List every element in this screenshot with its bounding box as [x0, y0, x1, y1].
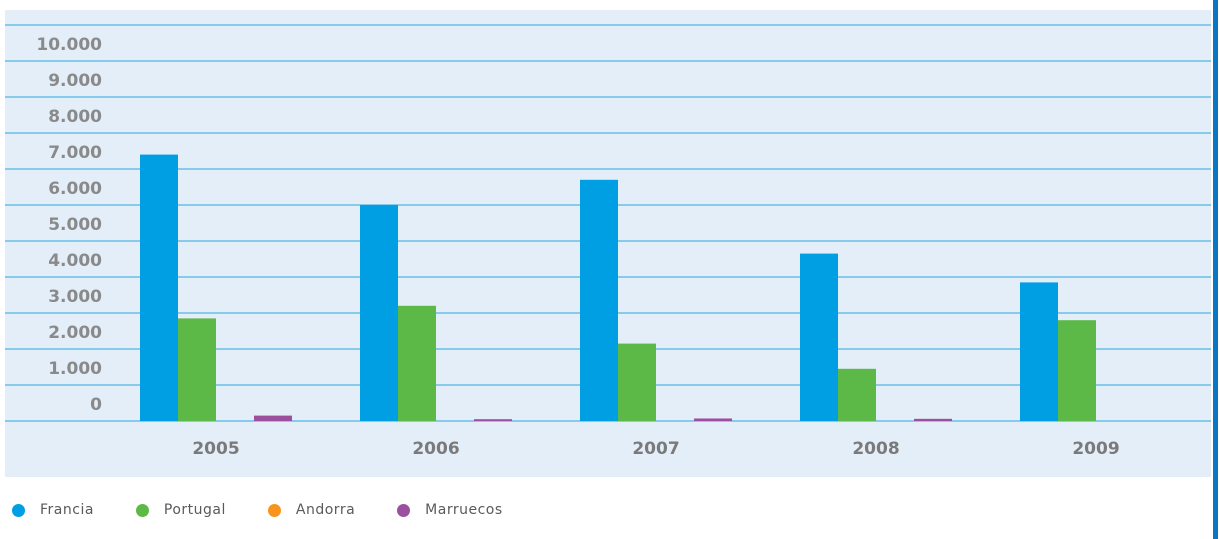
x-category-label: 2009	[1072, 439, 1119, 459]
y-tick-label: 7.000	[48, 143, 102, 163]
legend-label: Marruecos	[425, 502, 503, 518]
legend-item-francia: Francia	[12, 502, 94, 518]
x-category-label: 2005	[192, 439, 239, 459]
y-tick-label: 2.000	[48, 323, 102, 343]
legend-dot-icon	[267, 503, 281, 517]
bar-francia-2006	[360, 205, 398, 421]
y-tick-label: 5.000	[48, 215, 102, 235]
bar-francia-2008	[800, 253, 838, 421]
y-tick-label: 10.000	[36, 35, 102, 55]
bar-marruecos-2008	[914, 418, 952, 421]
y-tick-label: 6.000	[48, 179, 102, 199]
bar-portugal-2005	[178, 318, 216, 421]
x-category-label: 2007	[632, 439, 679, 459]
bar-portugal-2007	[618, 343, 656, 421]
bar-francia-2009	[1020, 282, 1058, 421]
legend: Francia Portugal Andorra Marruecos	[12, 499, 545, 521]
y-tick-label: 9.000	[48, 71, 102, 91]
bar-marruecos-2007	[694, 418, 732, 421]
bar-marruecos-2005	[254, 415, 292, 421]
legend-item-portugal: Portugal	[135, 502, 226, 518]
legend-label: Portugal	[163, 502, 226, 518]
legend-dot-icon	[12, 503, 25, 517]
y-tick-label: 8.000	[48, 107, 102, 127]
legend-item-andorra: Andorra	[267, 502, 356, 518]
y-tick-label: 4.000	[48, 251, 102, 271]
x-category-label: 2006	[412, 439, 459, 459]
bar-portugal-2006	[398, 305, 436, 421]
legend-dot-icon	[397, 503, 411, 517]
bar-portugal-2009	[1058, 320, 1096, 421]
bar-francia-2005	[140, 154, 178, 421]
right-border-bar	[1213, 0, 1218, 539]
legend-item-marruecos: Marruecos	[397, 502, 502, 518]
y-tick-label: 1.000	[48, 359, 102, 379]
y-tick-label: 3.000	[48, 287, 102, 307]
x-category-label: 2008	[852, 439, 899, 459]
y-tick-label: 0	[90, 395, 102, 415]
bar-francia-2007	[580, 179, 618, 421]
bar-marruecos-2006	[474, 419, 512, 421]
bar-portugal-2008	[838, 368, 876, 421]
legend-label: Francia	[40, 502, 94, 518]
legend-label: Andorra	[295, 502, 356, 518]
legend-dot-icon	[135, 503, 149, 517]
